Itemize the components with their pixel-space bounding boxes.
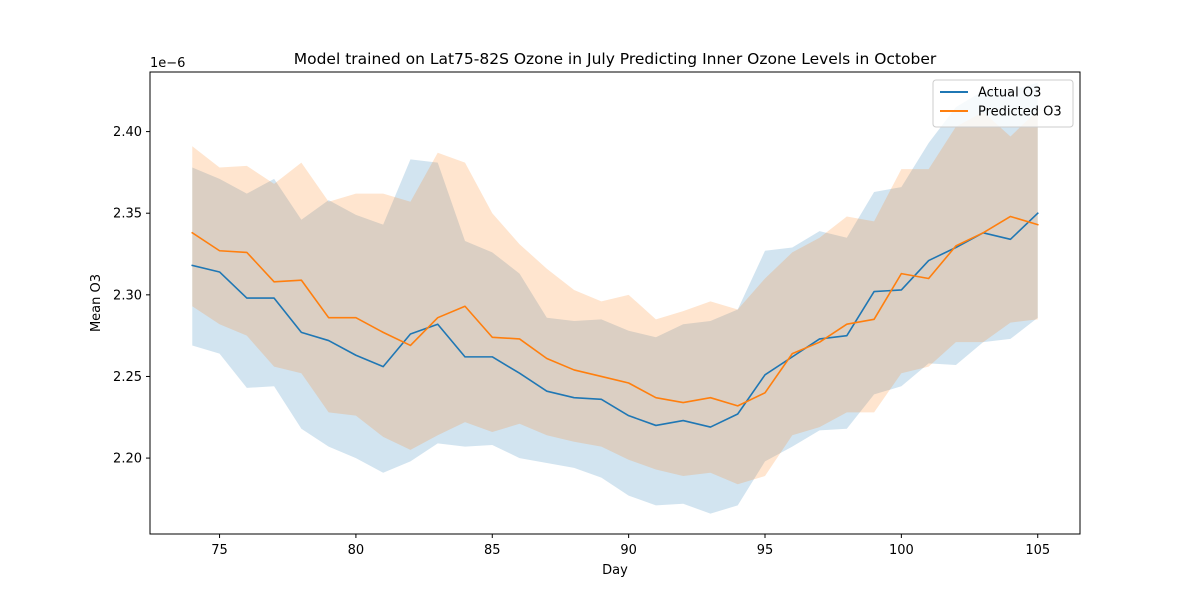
x-tick-label: 80 [348,543,365,558]
data-point-actual [272,296,276,300]
data-point-actual [545,389,549,393]
y-tick-label: 2.40 [113,125,142,140]
data-point-actual [599,397,603,401]
plot-area-frame [149,71,1081,535]
data-point-actual [327,339,331,343]
data-point-actual [218,270,222,274]
data-point-predicted [927,277,931,281]
data-point-actual [190,263,194,267]
y-axis-label: Mean O3 [89,274,104,332]
axis-ticks: 75 80 85 90 95 100 105 2.20 2.25 2.30 2.35 2.40 [113,125,1050,558]
data-point-predicted [572,368,576,372]
data-point-predicted [981,231,985,235]
data-point-actual [436,322,440,326]
data-point-predicted [818,340,822,344]
data-point-predicted [436,316,440,320]
data-point-actual [572,396,576,400]
data-point-actual [763,373,767,377]
data-point-actual [654,423,658,427]
data-point-predicted [899,272,903,276]
data-point-predicted [845,322,849,326]
data-point-actual [681,419,685,423]
series-line-actual [191,212,1039,428]
data-point-predicted [627,381,631,385]
data-point-predicted [654,396,658,400]
legend-label-predicted: Predicted O3 [978,105,1062,120]
x-tick-label: 90 [620,543,637,558]
data-point-predicted [545,357,549,361]
x-tick-label: 100 [889,543,914,558]
data-point-actual [627,414,631,418]
data-point-actual [872,290,876,294]
data-point-actual [1008,237,1012,241]
data-point-predicted [190,231,194,235]
series-lines [190,211,1040,429]
y-tick-label: 2.35 [113,207,142,222]
x-axis-label: Day [602,563,628,578]
data-point-predicted [1008,214,1012,218]
data-point-predicted [872,317,876,321]
data-point-predicted [790,352,794,356]
legend: Actual O3 Predicted O3 [932,79,1074,128]
x-tick-label: 85 [484,543,501,558]
confidence-band-predicted [192,110,1038,485]
data-point-predicted [518,337,522,341]
data-point-actual [845,334,849,338]
y-tick-label: 2.25 [113,370,142,385]
data-point-actual [518,371,522,375]
data-point-actual [1036,211,1040,215]
data-point-predicted [354,316,358,320]
data-point-actual [408,332,412,336]
y-axis-offset-label: 1e−6 [150,56,185,71]
data-point-actual [245,296,249,300]
series-line-predicted [191,215,1039,407]
data-point-predicted [245,250,249,254]
data-point-predicted [736,404,740,408]
data-point-actual [708,425,712,429]
data-point-predicted [1036,223,1040,227]
confidence-band-actual [192,82,1038,514]
y-tick-label: 2.30 [113,288,142,303]
data-point-actual [490,355,494,359]
data-point-predicted [381,330,385,334]
data-point-actual [927,259,931,263]
data-point-predicted [763,391,767,395]
data-point-actual [299,330,303,334]
legend-label-actual: Actual O3 [978,86,1041,101]
data-point-actual [899,288,903,292]
data-point-predicted [272,280,276,284]
data-point-predicted [490,335,494,339]
data-point-actual [463,355,467,359]
confidence-bands [192,82,1038,514]
data-point-predicted [708,396,712,400]
data-point-predicted [327,316,331,320]
x-tick-label: 95 [757,543,774,558]
y-tick-label: 2.20 [113,452,142,467]
data-point-predicted [408,343,412,347]
chart-title: Model trained on Lat75-82S Ozone in July… [294,50,937,68]
x-tick-label: 105 [1025,543,1050,558]
data-point-predicted [463,304,467,308]
data-point-actual [354,353,358,357]
data-point-predicted [299,278,303,282]
x-tick-label: 75 [211,543,228,558]
data-point-predicted [218,249,222,253]
data-point-predicted [681,401,685,405]
data-point-predicted [954,244,958,248]
data-point-predicted [599,374,603,378]
data-point-actual [381,365,385,369]
data-point-actual [736,412,740,416]
